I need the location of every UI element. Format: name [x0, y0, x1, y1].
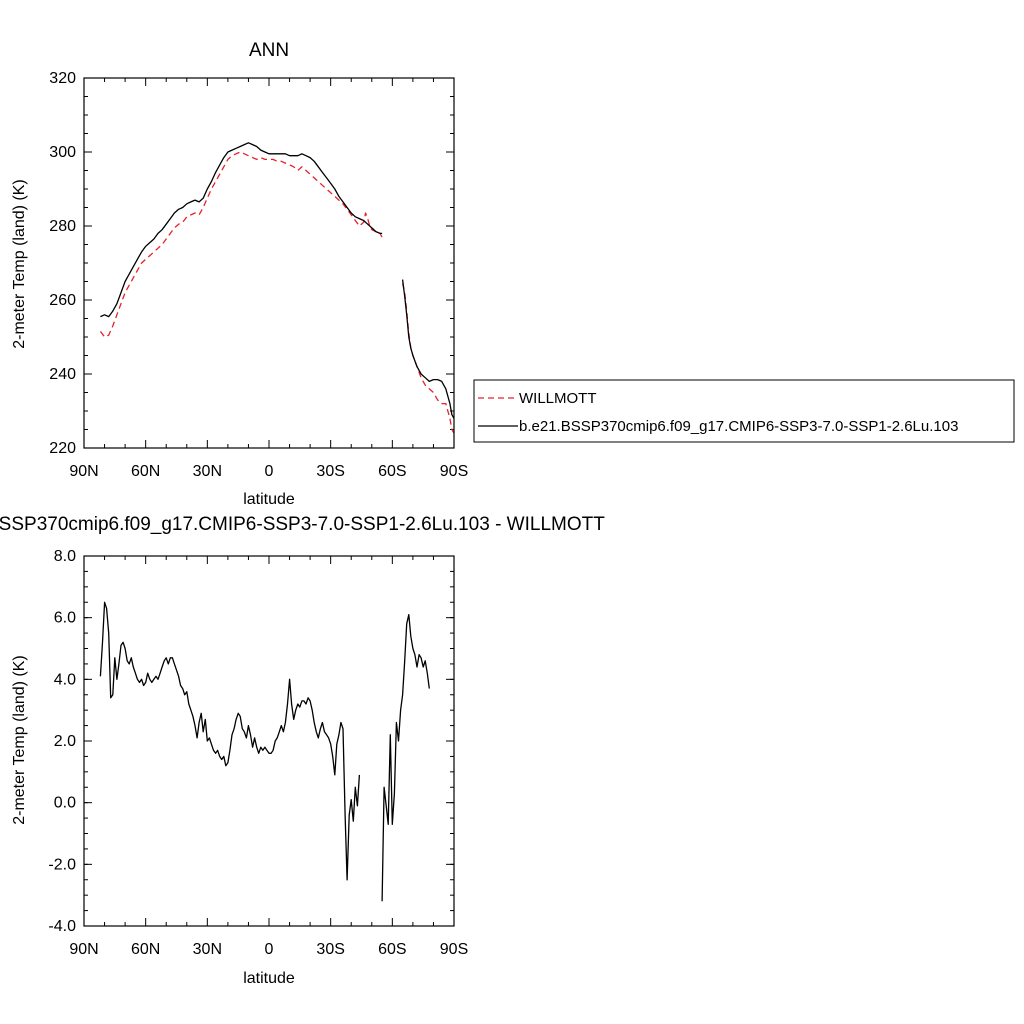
x-tick-label: 60S [378, 941, 406, 958]
x-tick-label: 60N [131, 463, 160, 480]
y-tick-label: 320 [49, 70, 76, 87]
bottom-series-lines [99, 601, 430, 902]
x-tick-label: 30S [316, 941, 344, 958]
top-plot-title: ANN [249, 40, 289, 61]
y-tick-label: -4.0 [48, 918, 76, 935]
bottom-x-axis-title: latitude [243, 970, 295, 987]
x-tick-label: 0 [265, 463, 274, 480]
top-axis-ticks: 90N 60N 30N 0 30S 60S 90S 220 240 260 280 300 320 [49, 70, 468, 480]
series-line-model [100, 142, 383, 318]
series-line-model [401, 279, 455, 419]
x-tick-label: 90S [440, 463, 468, 480]
x-tick-label: 90N [69, 941, 98, 958]
y-tick-label: 280 [49, 218, 76, 235]
y-tick-label: 260 [49, 292, 76, 309]
y-tick-label: 6.0 [54, 610, 76, 627]
x-tick-label: 30N [193, 463, 222, 480]
top-panel: ANN 2-meter Temp (land) (K) latitude 90N… [11, 40, 468, 508]
x-tick-label: 0 [265, 941, 274, 958]
series-line-difference [99, 601, 361, 881]
y-tick-label: 4.0 [54, 671, 76, 688]
x-tick-label: 30S [316, 463, 344, 480]
bottom-plot-frame [83, 555, 455, 927]
legend-box [473, 379, 1015, 443]
series-line-difference [381, 613, 430, 902]
top-y-axis-title: 2-meter Temp (land) (K) [11, 179, 28, 349]
top-series-lines [99, 142, 455, 434]
x-tick-label: 60S [378, 463, 406, 480]
x-tick-label: 30N [193, 941, 222, 958]
x-tick-label: 90N [69, 463, 98, 480]
y-tick-label: 240 [49, 366, 76, 383]
series-line-willmott [401, 283, 455, 434]
y-tick-label: -2.0 [48, 856, 76, 873]
y-tick-label: 0.0 [54, 795, 76, 812]
bottom-axis-ticks: 90N 60N 30N 0 30S 60S 90S -4.0 -2.0 0.0 2.0 4.0 6.0 8… [48, 548, 468, 958]
x-tick-label: 90S [440, 941, 468, 958]
series-line-willmott [99, 151, 383, 338]
x-tick-label: 60N [131, 941, 160, 958]
legend-label-willmott: WILLMOTT [519, 390, 597, 407]
y-tick-label: 220 [49, 440, 76, 457]
y-tick-label: 8.0 [54, 548, 76, 565]
bottom-plot-title: b.e21.BSSP370cmip6.f09_g17.CMIP6-SSP3-7.… [0, 514, 605, 535]
top-x-axis-title: latitude [243, 491, 295, 508]
bottom-y-axis-title: 2-meter Temp (land) (K) [11, 655, 28, 825]
y-tick-label: 2.0 [54, 733, 76, 750]
legend-label-model: b.e21.BSSP370cmip6.f09_g17.CMIP6-SSP3-7.… [519, 418, 958, 435]
top-plot-frame [83, 77, 455, 449]
bottom-panel: b.e21.BSSP370cmip6.f09_g17.CMIP6-SSP3-7.… [0, 514, 605, 987]
legend: WILLMOTT b.e21.BSSP370cmip6.f09_g17.CMIP… [473, 379, 1015, 443]
y-tick-label: 300 [49, 144, 76, 161]
